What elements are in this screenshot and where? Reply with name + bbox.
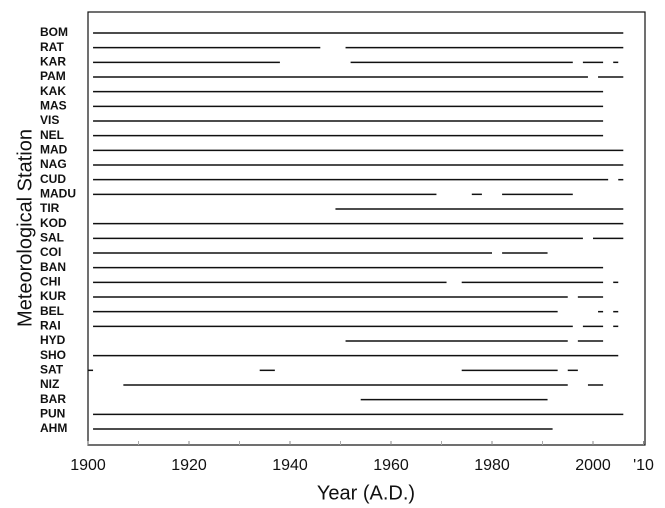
station-label: CUD <box>40 172 66 186</box>
station-label: MADU <box>40 187 76 201</box>
x-tick-label: 1900 <box>70 457 106 474</box>
station-label: RAT <box>40 40 64 54</box>
station-label: SHO <box>40 348 66 362</box>
x-tick-label: 2000 <box>575 457 611 474</box>
station-label: KUR <box>40 289 66 303</box>
station-label: NIZ <box>40 377 59 391</box>
station-label: BOM <box>40 25 68 39</box>
y-axis-label: Meteorological Station <box>14 129 36 327</box>
station-label: MAD <box>40 143 68 157</box>
station-label: AHM <box>40 421 67 435</box>
station-label: BAN <box>40 260 66 274</box>
station-label: PAM <box>40 69 66 83</box>
station-label: VIS <box>40 113 59 127</box>
station-label: KAR <box>40 55 66 69</box>
x-axis-label: Year (A.D.) <box>317 482 415 504</box>
x-tick-label: 1940 <box>272 457 308 474</box>
x-tick-label: 1980 <box>474 457 510 474</box>
station-label: BAR <box>40 392 66 406</box>
x-tick-label: '10 <box>633 457 654 474</box>
plot-frame <box>87 11 646 446</box>
station-label: NEL <box>40 128 64 142</box>
station-label: BEL <box>40 304 64 318</box>
station-label: TIR <box>40 201 60 215</box>
station-label: NAG <box>40 157 67 171</box>
station-label: KOD <box>40 216 67 230</box>
station-label: MAS <box>40 99 67 113</box>
station-label: COI <box>40 245 61 259</box>
station-label: SAL <box>40 231 64 245</box>
x-tick-label: 1960 <box>373 457 409 474</box>
station-label: SAT <box>40 363 64 377</box>
station-label: RAI <box>40 319 61 333</box>
station-label: PUN <box>40 407 65 421</box>
x-tick-label: 1920 <box>171 457 207 474</box>
station-label: HYD <box>40 333 66 347</box>
station-label: KAK <box>40 84 66 98</box>
station-label: CHI <box>40 275 61 289</box>
